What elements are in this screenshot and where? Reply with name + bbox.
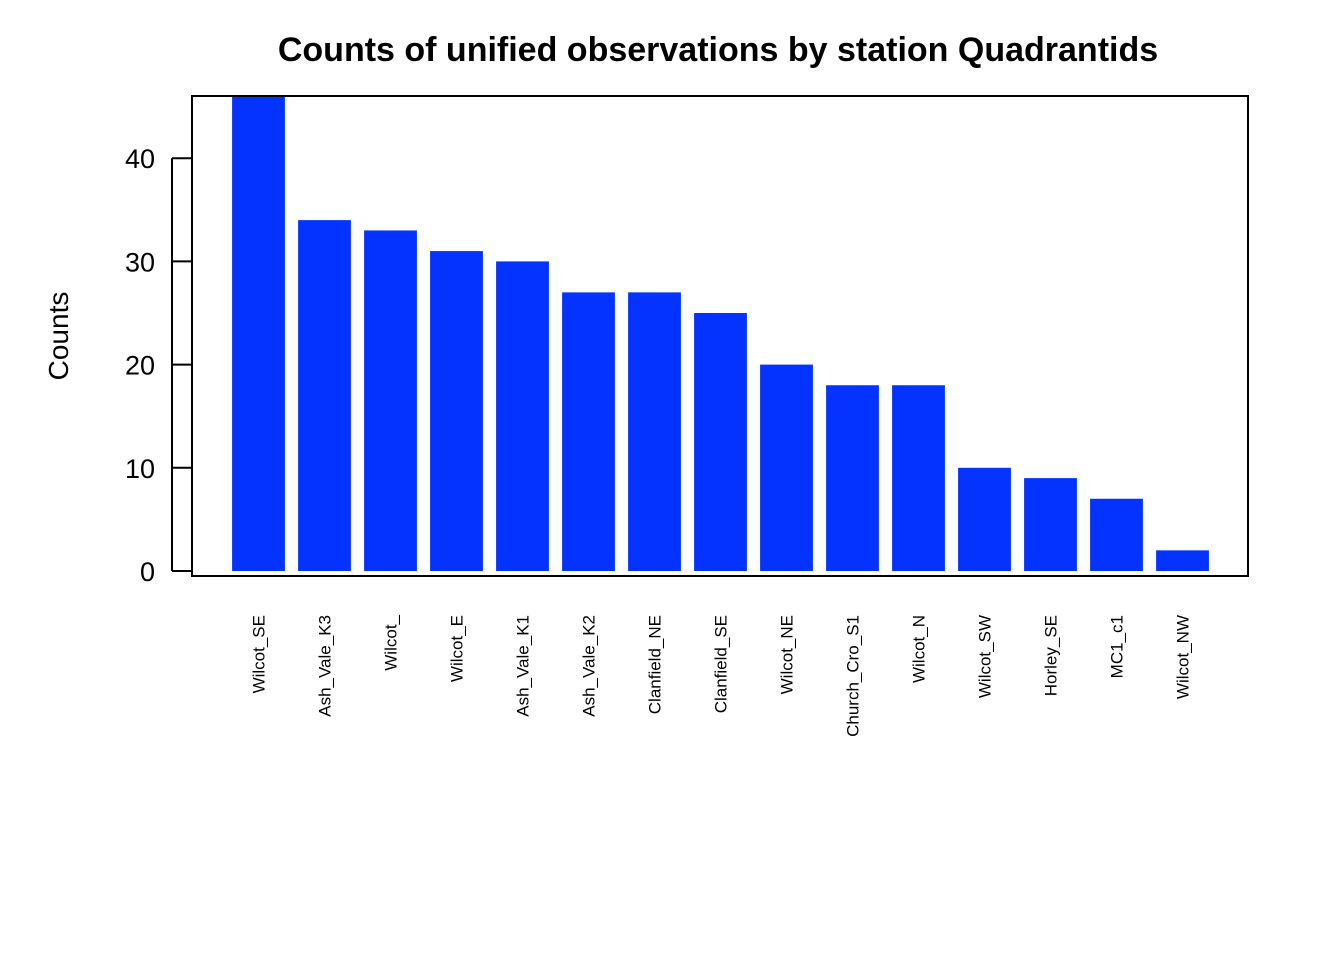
bar-Wilcot_N	[892, 385, 945, 571]
x-tick-label: Ash_Vale_K2	[580, 615, 599, 717]
x-tick-label: Wilcot_	[382, 614, 401, 670]
bar-Clanfield_NE	[628, 292, 681, 571]
bar-Wilcot_SW	[958, 467, 1011, 571]
bar-Wilcot_NW	[1156, 550, 1209, 571]
x-tick-label: Clanfield_SE	[712, 615, 731, 713]
y-axis: 0 10 20 30 40	[125, 144, 192, 587]
x-tick-label: Wilcot_SW	[976, 615, 995, 698]
x-tick-label: Wilcot_N	[910, 615, 929, 683]
y-tick-label: 10	[125, 454, 155, 484]
chart-title: Counts of unified observations by statio…	[278, 31, 1158, 69]
bar-Church_Cro_S1	[826, 385, 879, 571]
bar-Clanfield_SE	[694, 313, 747, 571]
bar-Ash_Vale_K3	[298, 220, 351, 571]
bars-group	[232, 97, 1209, 571]
x-tick-label: Ash_Vale_K1	[514, 615, 533, 717]
bar-Horley_SE	[1024, 478, 1077, 571]
bar-MC1_c1	[1090, 498, 1143, 571]
x-tick-label: Wilcot_NE	[778, 615, 797, 694]
y-tick-label: 30	[125, 247, 155, 277]
x-tick-label: MC1_c1	[1108, 615, 1127, 678]
plot-frame	[191, 95, 1249, 577]
y-tick-label: 0	[140, 557, 155, 587]
bar-Ash_Vale_K1	[496, 261, 549, 571]
x-tick-label: Ash_Vale_K3	[316, 615, 335, 717]
bar-Wilcot_	[364, 230, 417, 571]
x-tick-label: Church_Cro_S1	[844, 615, 863, 737]
x-tick-label: Wilcot_SE	[250, 615, 269, 693]
x-tick-label: Wilcot_E	[448, 615, 467, 682]
bar-Wilcot_E	[430, 251, 483, 571]
bar-Wilcot_NE	[760, 364, 813, 571]
x-tick-label: Clanfield_NE	[646, 615, 665, 714]
y-tick-label: 20	[125, 351, 155, 381]
x-tick-label: Wilcot_NW	[1174, 615, 1193, 699]
y-tick-label: 40	[125, 144, 155, 174]
x-tick-label: Horley_SE	[1042, 615, 1061, 696]
bar-Wilcot_SE	[232, 97, 285, 571]
x-tick-labels: Wilcot_SE Ash_Vale_K3 Wilcot_ Wilcot_E Ash_V…	[250, 614, 1193, 736]
y-axis-label: Counts	[43, 292, 74, 381]
bar-Ash_Vale_K2	[562, 292, 615, 571]
